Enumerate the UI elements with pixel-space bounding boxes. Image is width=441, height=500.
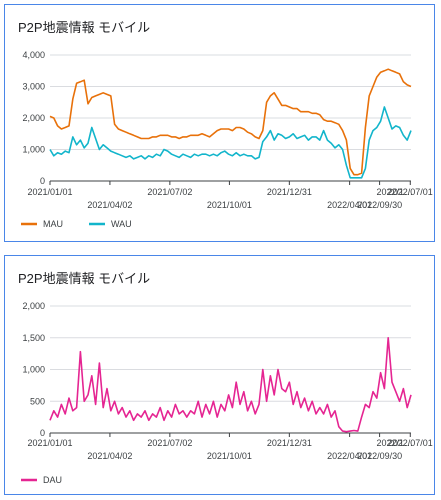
x-tick-label: 2022/1… [376,187,413,197]
x-tick-label: 2021/07/02 [147,438,192,448]
x-tick-label: 2022/04/01 [327,451,372,461]
x-tick-label: 2022/07/01 [388,187,433,197]
chart-svg-mau-wau: 0 1,000 2,000 3,000 4,000 2021/01/01 2021/07/0… [21,50,433,229]
chart-card-mau-wau: P2P地震情報 モバイル 0 1,000 2,000 3,000 4,000 2021/0… [4,4,435,242]
series-line-wau [49,106,412,179]
y-tick-label: 1,000 [22,365,45,375]
chart-title: P2P地震情報 モバイル [18,20,151,35]
y-tick-label: 0 [40,176,45,186]
y-tick-label: 2,000 [22,113,45,123]
chart-svg-dau: 0 500 1,000 1,500 2,000 2021/01/01 2021/07/02 2… [21,301,433,485]
x-tick-label: 2021/04/02 [87,451,132,461]
x-tick-label: 2021/01/01 [27,187,72,197]
x-tick-label: 2022/07/01 [388,438,433,448]
y-tick-label: 1,500 [22,333,45,343]
x-tick-label: 2022/09/30 [357,451,402,461]
legend-label-wau: WAU [111,219,132,229]
series-line-mau [49,68,412,176]
x-tick-label: 2021/01/01 [27,438,72,448]
x-tick-label: 2021/12/31 [267,187,312,197]
x-tick-label: 2021/07/02 [147,187,192,197]
x-tick-label: 2021/04/02 [87,200,132,210]
legend-label-mau: MAU [43,219,63,229]
y-tick-label: 3,000 [22,82,45,92]
chart-card-dau: P2P地震情報 モバイル 0 500 1,000 1,500 2,000 2021/01/… [4,255,435,495]
x-tick-label: 2022/09/30 [357,200,402,210]
y-tick-label: 500 [30,396,45,406]
x-tick-label: 2021/10/01 [207,451,252,461]
x-tick-label: 2021/12/31 [267,438,312,448]
x-tick-label: 2022/1… [376,438,413,448]
y-tick-label: 4,000 [22,50,45,60]
legend-label-dau: DAU [43,475,62,485]
y-tick-label: 2,000 [22,301,45,311]
series-line-dau [49,337,412,433]
chart-title: P2P地震情報 モバイル [18,271,151,286]
y-tick-label: 1,000 [22,145,45,155]
x-tick-label: 2021/10/01 [207,200,252,210]
y-tick-label: 0 [40,428,45,438]
x-tick-label: 2022/04/01 [327,200,372,210]
